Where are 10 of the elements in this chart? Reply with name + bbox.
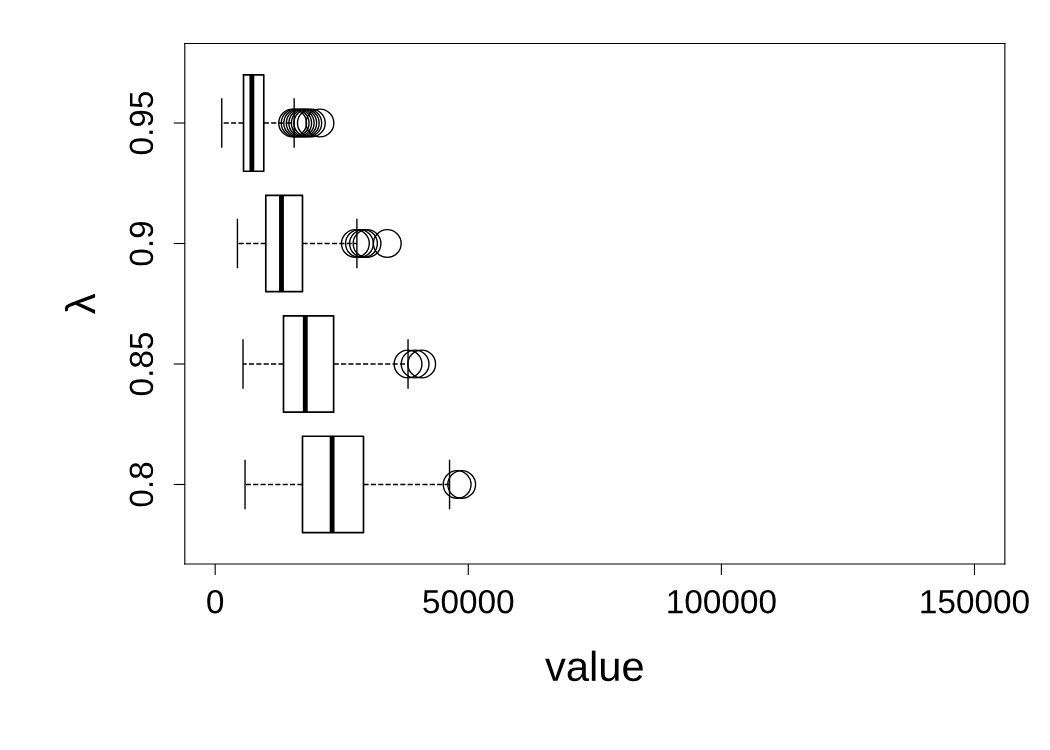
y-axis-title: λ [64,293,96,314]
y-tick-label: 0.9 [129,221,154,266]
x-axis-title: value [545,650,643,682]
x-tick-label: 50000 [423,589,514,614]
y-tick-label: 0.85 [129,332,154,396]
y-tick-label: 0.95 [129,91,154,155]
x-tick-label: 150000 [921,589,1029,614]
y-tick-label: 0.8 [129,462,154,507]
x-tick-label: 0 [207,589,224,614]
x-tick-label: 100000 [668,589,776,614]
